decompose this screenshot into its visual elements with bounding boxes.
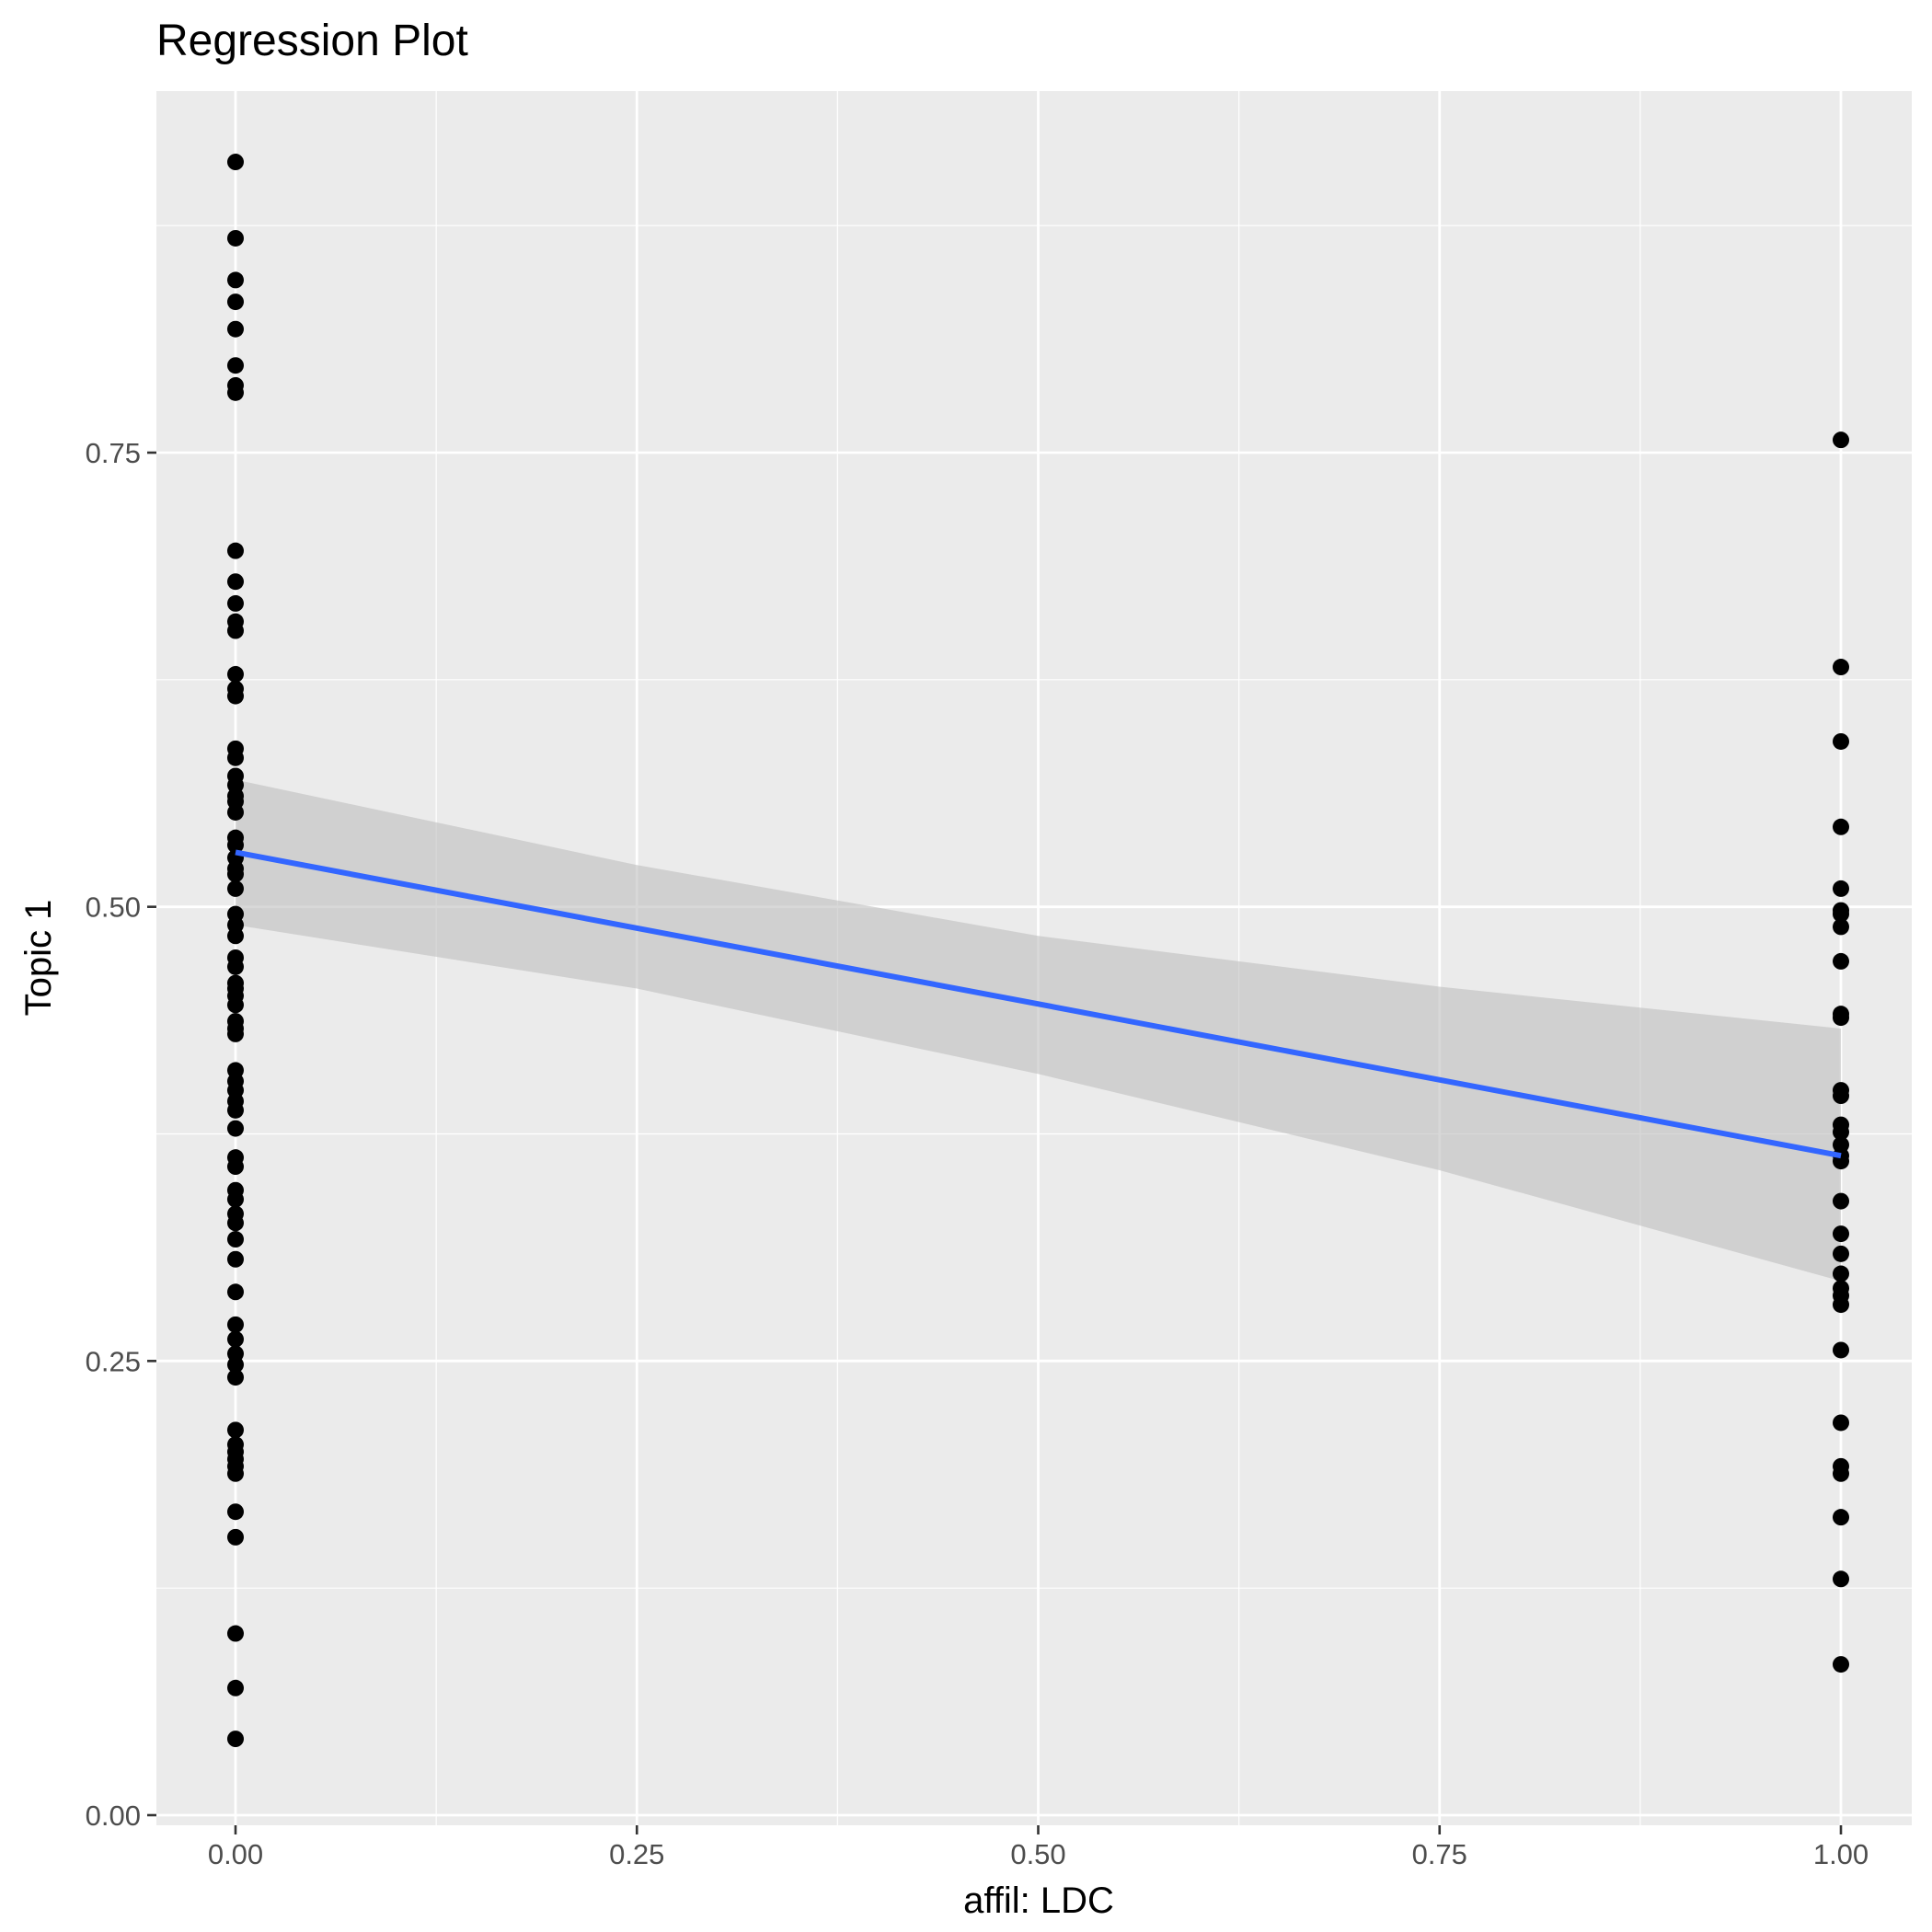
data-point	[227, 1214, 244, 1232]
y-tick-label: 0.50	[86, 891, 141, 924]
data-point	[227, 1503, 244, 1521]
data-point	[1833, 1570, 1849, 1588]
data-point	[227, 836, 244, 854]
data-point	[227, 1231, 244, 1248]
data-point	[227, 229, 244, 247]
data-point	[1833, 905, 1849, 923]
data-point	[227, 1731, 244, 1748]
data-point	[227, 749, 244, 766]
data-point	[1833, 659, 1849, 676]
data-point	[227, 1369, 244, 1386]
chart-title: Regression Plot	[156, 17, 468, 65]
data-point	[227, 665, 244, 683]
data-point	[1833, 1656, 1849, 1673]
data-point	[227, 622, 244, 639]
data-point	[227, 1465, 244, 1482]
data-point	[1833, 1296, 1849, 1314]
data-point	[1833, 952, 1849, 970]
x-tick-label: 1.00	[1813, 1838, 1869, 1870]
data-point	[1833, 1414, 1849, 1432]
x-tick-label: 0.75	[1412, 1838, 1467, 1870]
y-tick-label: 0.00	[86, 1800, 141, 1832]
data-point	[227, 866, 244, 883]
data-point	[227, 1101, 244, 1119]
data-point	[227, 1316, 244, 1333]
data-point	[1833, 1225, 1849, 1243]
confidence-band	[236, 779, 1841, 1282]
data-point	[227, 1283, 244, 1301]
y-tick-label: 0.25	[86, 1345, 141, 1377]
data-point	[1833, 1465, 1849, 1482]
data-point	[1833, 1341, 1849, 1359]
data-point	[227, 1025, 244, 1042]
data-point	[227, 384, 244, 401]
data-point	[227, 573, 244, 591]
data-point	[227, 1120, 244, 1137]
data-point	[1833, 1009, 1849, 1027]
data-point	[227, 320, 244, 338]
confidence-band-layer	[236, 779, 1841, 1282]
data-point	[1833, 431, 1849, 449]
data-point	[1833, 918, 1849, 936]
data-point	[227, 1190, 244, 1208]
data-point	[1833, 1123, 1849, 1141]
data-point	[227, 293, 244, 311]
data-point	[1833, 1509, 1849, 1526]
data-point	[227, 271, 244, 289]
data-point	[227, 1158, 244, 1176]
data-point	[227, 958, 244, 975]
data-point	[227, 1250, 244, 1268]
data-point	[227, 1356, 244, 1374]
data-point	[227, 687, 244, 705]
regression-line	[235, 849, 1842, 1159]
data-point	[1833, 1192, 1849, 1210]
data-point	[227, 594, 244, 612]
data-point	[227, 154, 244, 171]
data-point	[227, 927, 244, 945]
data-point	[227, 996, 244, 1014]
data-point	[1833, 818, 1849, 835]
x-tick-label: 0.50	[1010, 1838, 1065, 1870]
data-point	[227, 880, 244, 897]
data-point	[227, 357, 244, 374]
axis-ticks: 0.00 0.25 0.50 0.75 1.00 0.00 0.25 0.50 0.75	[86, 437, 1869, 1870]
y-tick-label: 0.75	[86, 437, 141, 469]
data-point	[1833, 880, 1849, 897]
data-point	[227, 1679, 244, 1696]
x-tick-label: 0.00	[208, 1838, 263, 1870]
y-axis-title: Topic 1	[18, 900, 59, 1017]
regression-line-layer	[235, 849, 1842, 1159]
x-axis-title: affil: LDC	[963, 1880, 1114, 1921]
data-point	[227, 542, 244, 559]
data-point	[1833, 732, 1849, 750]
data-point	[227, 1421, 244, 1439]
data-point	[227, 1528, 244, 1546]
data-point	[1833, 1087, 1849, 1105]
data-point	[227, 1625, 244, 1642]
data-points	[227, 154, 1849, 1748]
x-tick-label: 0.25	[609, 1838, 664, 1870]
data-point	[227, 1330, 244, 1348]
data-point	[1833, 1265, 1849, 1282]
data-point	[227, 803, 244, 821]
data-point	[1833, 1245, 1849, 1262]
